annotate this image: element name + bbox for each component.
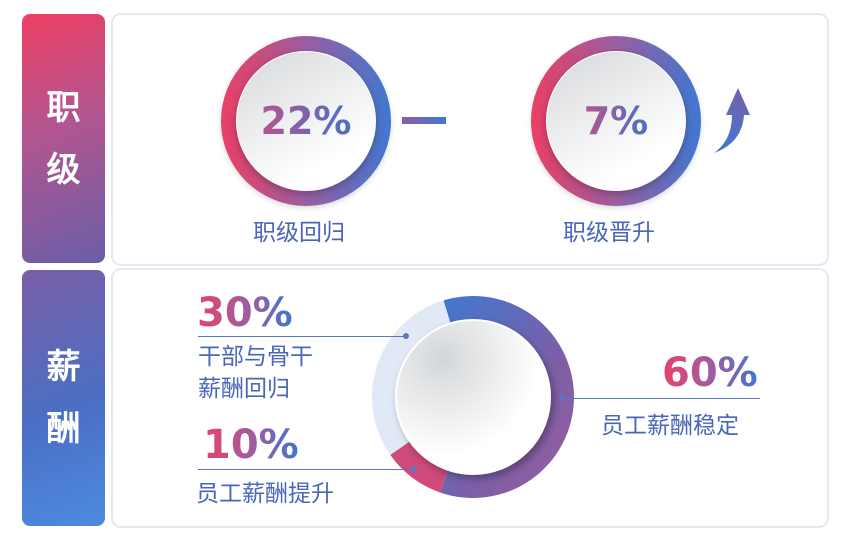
rank-return-value: 22% xyxy=(260,99,352,143)
flat-dash-icon xyxy=(402,117,446,124)
rank-promotion-label: 职级晋升 xyxy=(563,220,655,246)
leader-dot-0 xyxy=(559,395,565,401)
up-arrow-icon xyxy=(714,88,750,153)
donut-label-value-0: 60% xyxy=(662,350,758,396)
salary-donut-chart xyxy=(372,296,574,498)
donut-label-value-2: 30% xyxy=(197,290,293,336)
donut-slice-0 xyxy=(440,296,574,498)
donut-label-1: 员工薪酬提升 xyxy=(196,481,334,507)
tab-char: 酬 xyxy=(46,409,81,449)
donut-slice-1 xyxy=(390,440,449,493)
section-tab-rank: 职级 xyxy=(22,14,105,263)
tab-char: 级 xyxy=(46,149,81,190)
tab-char: 职 xyxy=(46,87,81,128)
donut-label-0: 员工薪酬稳定 xyxy=(601,413,739,439)
donut-label-value-1: 10% xyxy=(203,422,299,468)
donut-center xyxy=(395,319,551,475)
label-line: 薪酬回归 xyxy=(198,376,290,402)
leader-dot-2 xyxy=(403,333,409,339)
rank-promotion-value: 7% xyxy=(583,99,649,143)
leader-line-2 xyxy=(198,336,406,337)
tab-char: 薪 xyxy=(46,347,81,387)
label-line: 干部与骨干 xyxy=(198,344,313,370)
section-tab-salary: 薪酬 xyxy=(22,270,105,526)
rank-promotion-ring: 7% xyxy=(531,36,701,206)
rank-return-ring: 22% xyxy=(221,36,391,206)
leader-line-1 xyxy=(198,469,414,470)
donut-label-2: 干部与骨干 薪酬回归 xyxy=(198,341,313,405)
donut-slice-2 xyxy=(372,300,451,455)
leader-line-0 xyxy=(562,398,760,399)
rank-return-label: 职级回归 xyxy=(253,220,345,246)
leader-dot-1 xyxy=(411,466,417,472)
